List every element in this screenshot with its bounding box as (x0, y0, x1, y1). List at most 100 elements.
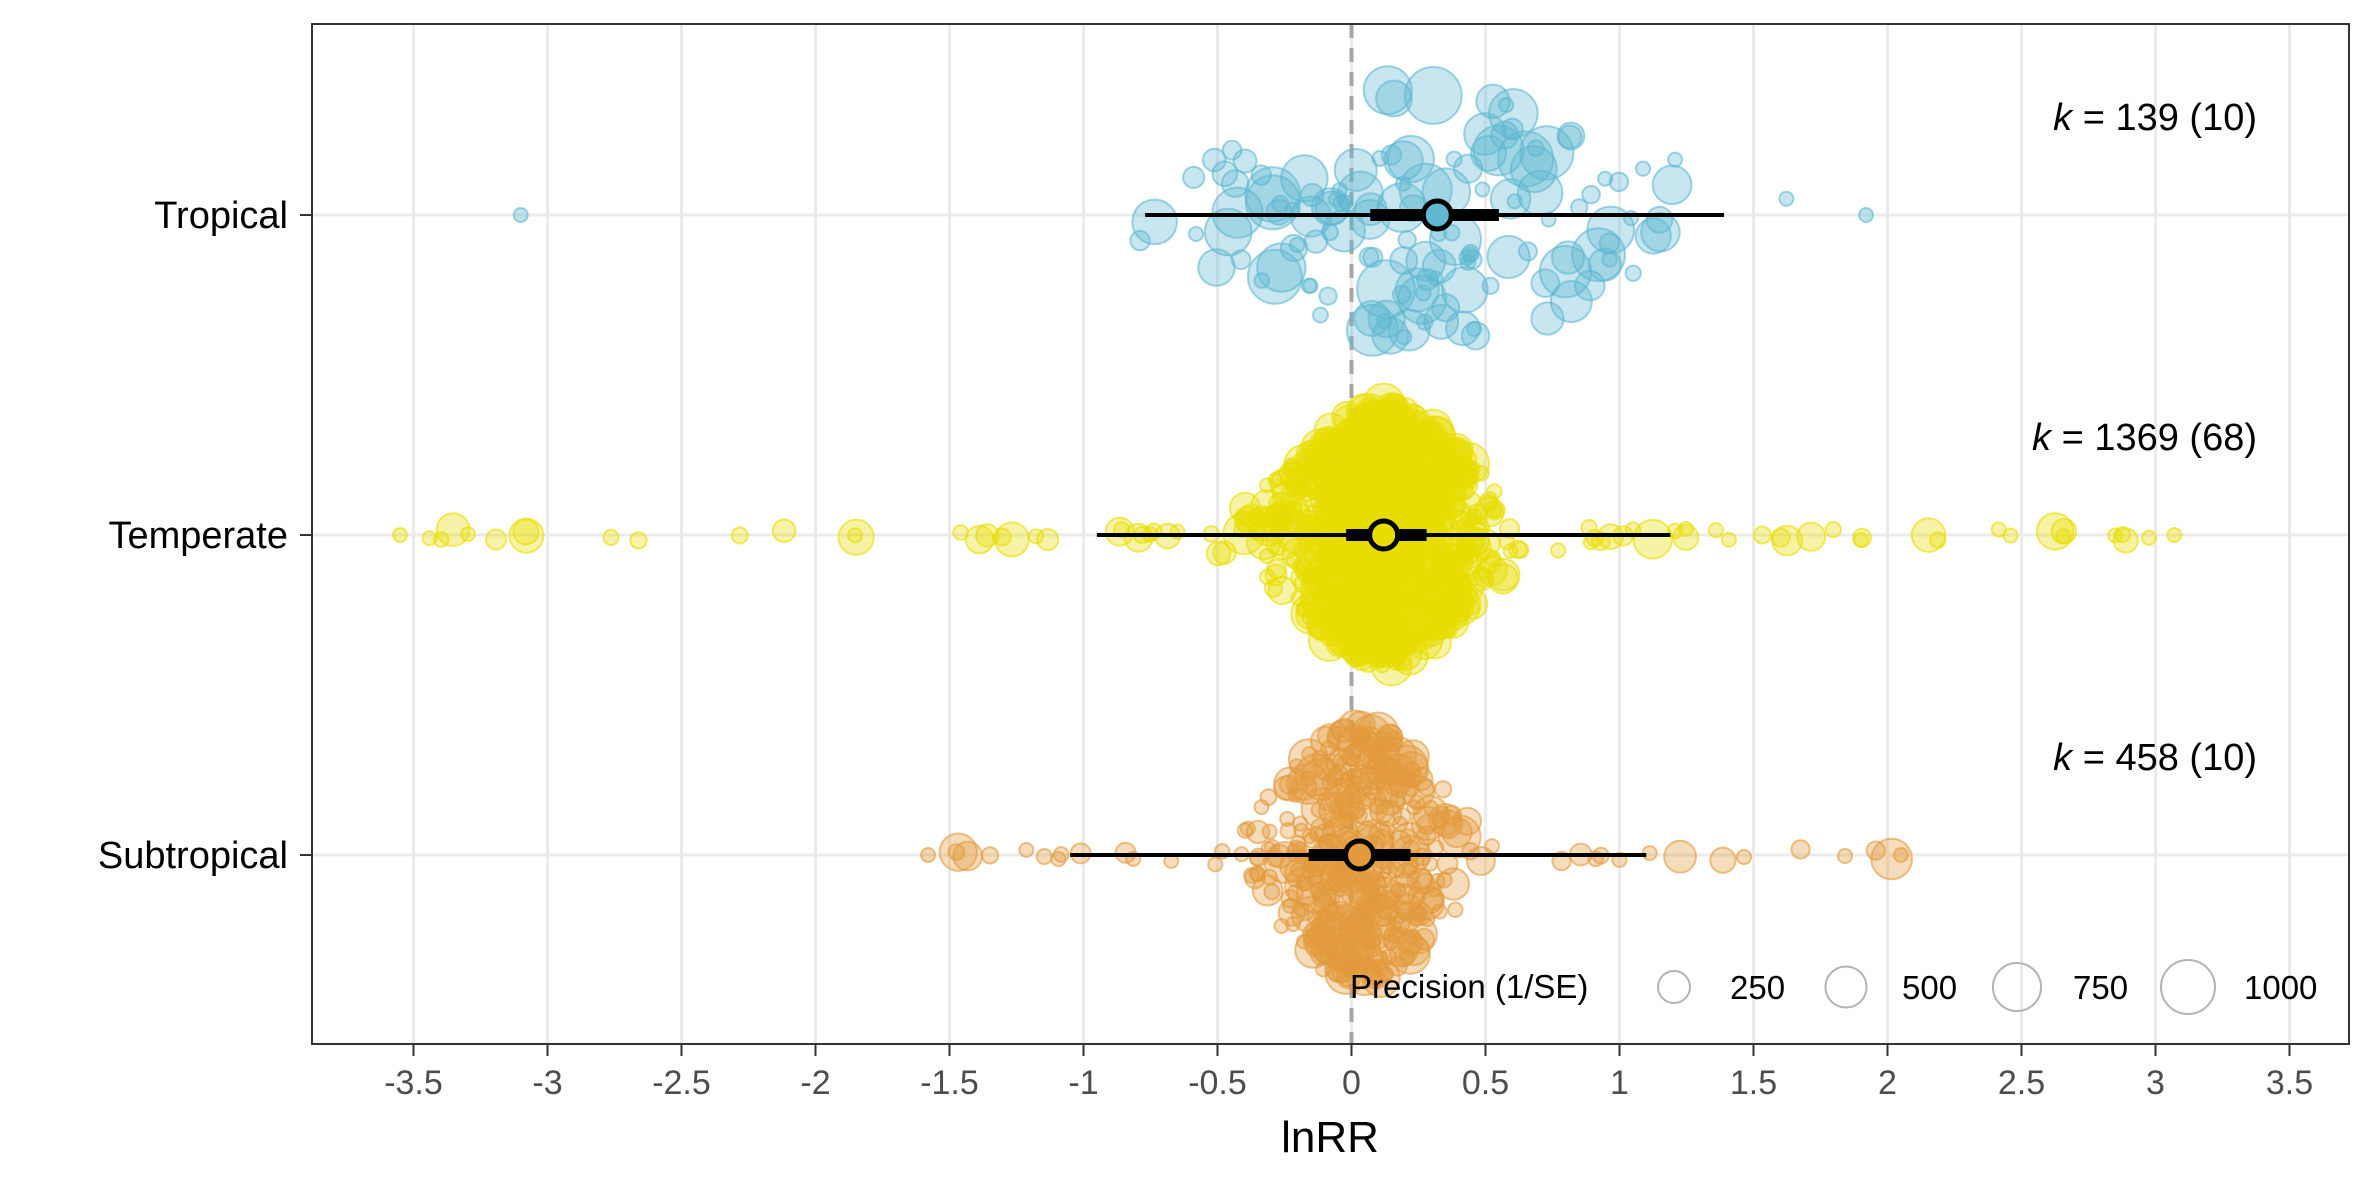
effect-point (1364, 609, 1391, 636)
effect-point (1389, 908, 1406, 925)
x-tick-label: -3.5 (384, 1064, 443, 1102)
effect-point (1412, 795, 1449, 832)
effect-point (2107, 527, 2124, 544)
effect-point (1640, 211, 1681, 253)
effect-point (1824, 520, 1842, 539)
effect-point (1367, 500, 1385, 517)
effect-point (1256, 242, 1307, 293)
effect-point (1381, 429, 1404, 452)
effect-point (1624, 264, 1642, 282)
effect-point (1752, 525, 1772, 545)
effect-point (512, 207, 529, 223)
effect-point (1441, 265, 1489, 314)
effect-point (1720, 531, 1737, 548)
effect-point (1549, 280, 1593, 324)
effect-point (1319, 556, 1336, 573)
effect-point (1320, 223, 1339, 242)
effect-point (1462, 249, 1483, 270)
effect-point (1571, 227, 1626, 283)
effect-point (1376, 312, 1393, 330)
effect-point (1556, 121, 1586, 151)
effect-point (1345, 510, 1365, 530)
effect-point (2140, 529, 2157, 546)
x-tick-label: 1.5 (1730, 1064, 1777, 1102)
effect-point (1188, 225, 1205, 242)
effect-point (1396, 454, 1425, 483)
effect-point (846, 527, 864, 544)
effect-point (1389, 543, 1406, 560)
effect-point (1331, 621, 1357, 647)
effect-point (1425, 552, 1442, 569)
effect-point (1414, 602, 1431, 619)
effect-point (1892, 847, 1909, 863)
effect-point (730, 526, 749, 545)
effect-point (1445, 150, 1463, 168)
effect-point (1481, 276, 1500, 295)
category-label: Subtropical (98, 835, 288, 877)
effect-point (1114, 841, 1137, 864)
effect-point (1263, 883, 1281, 901)
effect-point (1651, 164, 1693, 206)
effect-point (1395, 567, 1412, 585)
effect-point (1390, 883, 1407, 900)
effect-point (1279, 822, 1297, 840)
effect-point (1246, 248, 1303, 305)
effect-point (1837, 847, 1854, 865)
effect-point (1472, 508, 1489, 525)
effect-point (1301, 827, 1318, 845)
effect-point (1354, 728, 1371, 745)
x-tick-label: -3 (532, 1064, 562, 1102)
effect-point (1302, 277, 1319, 294)
effect-point (1265, 198, 1293, 226)
effect-point (1382, 487, 1399, 504)
effect-point (1355, 871, 1375, 891)
x-tick-label: 2 (1878, 1064, 1897, 1102)
effect-point (1441, 816, 1473, 849)
effect-point (1392, 807, 1412, 827)
effect-point (1036, 527, 1060, 552)
category-label: Tropical (154, 195, 288, 237)
effect-point (1372, 961, 1389, 978)
effect-point (1343, 414, 1361, 432)
x-tick-label: -0.5 (1188, 1064, 1247, 1102)
effect-point (1327, 539, 1346, 558)
effect-point (1408, 629, 1425, 646)
effect-point (485, 528, 508, 551)
effect-point (1205, 540, 1232, 567)
effect-point (1433, 780, 1453, 799)
effect-point (1259, 788, 1278, 807)
effect-point (1263, 840, 1307, 884)
effect-point (1466, 320, 1483, 338)
effect-point (1449, 526, 1492, 569)
effect-point (1437, 814, 1482, 859)
k-label: k = 1369 (68) (2032, 417, 2257, 459)
effect-point (1345, 648, 1366, 669)
effect-point (1349, 431, 1376, 458)
x-tick-label: -2.5 (652, 1064, 711, 1102)
effect-point (920, 847, 937, 863)
effect-point (1489, 178, 1532, 220)
effect-point (1427, 270, 1444, 287)
effect-point (1358, 246, 1380, 268)
effect-point (1431, 811, 1449, 829)
effect-point (1317, 791, 1337, 812)
effect-point (1311, 749, 1328, 766)
effect-point (980, 846, 1000, 865)
effect-point (1306, 909, 1323, 926)
effect-point (629, 531, 648, 550)
effect-point (1378, 398, 1404, 424)
effect-point (1298, 566, 1316, 585)
effect-point (1293, 550, 1329, 585)
effect-point (1280, 888, 1300, 909)
effect-point (1123, 522, 1154, 553)
effect-point (1435, 501, 1453, 519)
effect-point (1300, 489, 1318, 507)
effect-point (1250, 164, 1272, 186)
effect-point (1221, 139, 1243, 161)
effect-point (1129, 229, 1151, 252)
effect-point (1420, 447, 1460, 488)
effect-point (1406, 799, 1423, 816)
effect-point (1228, 491, 1262, 524)
effect-point (1382, 775, 1403, 796)
effect-point (1557, 124, 1583, 150)
